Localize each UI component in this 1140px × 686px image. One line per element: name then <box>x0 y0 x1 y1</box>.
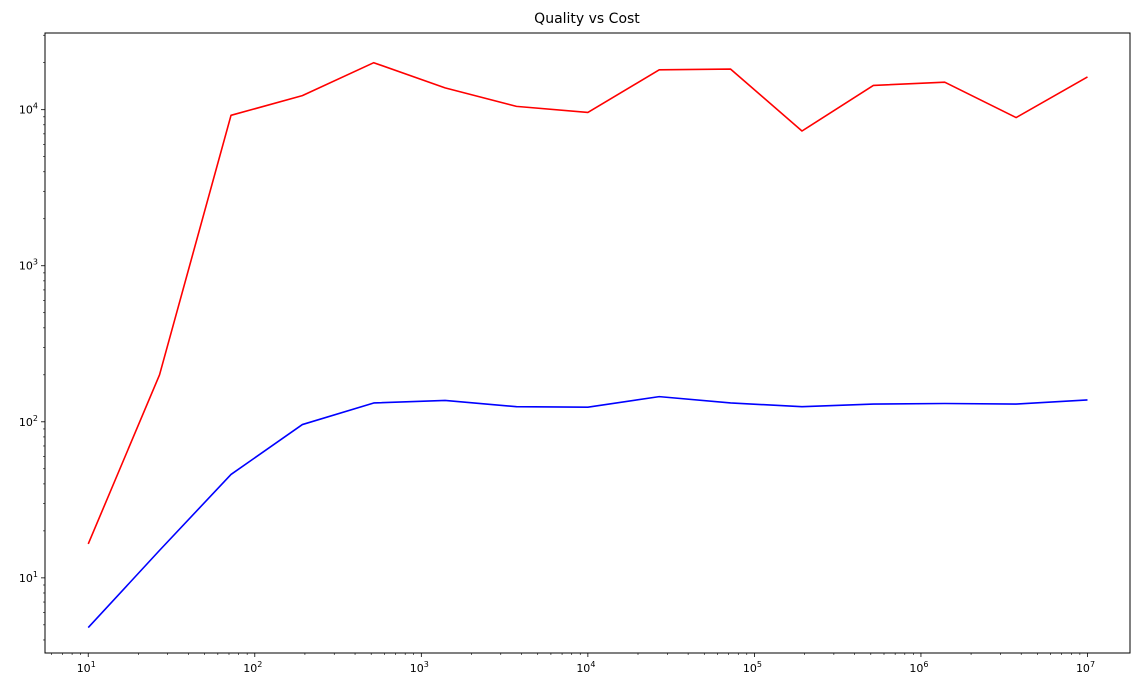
series-line-2 <box>87 395 1088 629</box>
plot-area <box>87 61 1088 629</box>
x-tick-label: 104 <box>576 660 595 675</box>
y-tick-label: 103 <box>19 258 38 273</box>
y-tick-label: 102 <box>19 414 38 429</box>
x-tick-label: 101 <box>77 660 96 675</box>
plot-frame <box>44 32 1131 654</box>
x-tick-label: 106 <box>909 660 928 675</box>
x-tick-label: 102 <box>243 660 262 675</box>
y-tick-label: 101 <box>19 570 38 585</box>
x-tick-label: 107 <box>1076 660 1095 675</box>
chart-title: Quality vs Cost <box>534 11 640 27</box>
x-tick-label: 103 <box>410 660 429 675</box>
x-tick-label: 105 <box>743 660 762 675</box>
series-line-1 <box>87 61 1088 545</box>
y-tick-label: 104 <box>19 102 38 117</box>
